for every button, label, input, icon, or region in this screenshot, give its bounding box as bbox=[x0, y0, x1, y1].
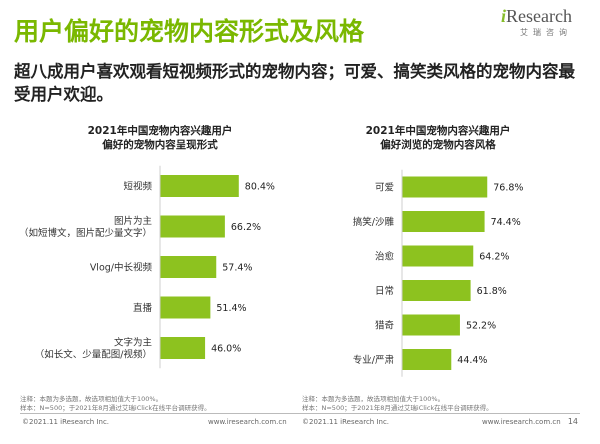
content-style-bar-chart: 76.8% 可爱 74.4% 搞笑/沙雕 64.2% 治愈 61.8% 日常 52.2% 猎奇 44… bbox=[353, 169, 523, 377]
value-label-4: 52.2% bbox=[466, 321, 496, 332]
category-label-5-0: 专业/严肃 bbox=[353, 354, 394, 366]
category-label-4-0: 文字为主 bbox=[114, 337, 152, 349]
category-label-2-0: 治愈 bbox=[375, 251, 395, 263]
footer-copyright-left: ©2021.11 iResearch Inc. bbox=[22, 418, 110, 426]
value-label-3: 51.4% bbox=[216, 303, 246, 314]
left-chart-title-line2: 偏好的宠物内容呈现形式 bbox=[102, 139, 218, 151]
bar-1 bbox=[160, 215, 225, 238]
value-label-4: 46.0% bbox=[211, 344, 241, 355]
bar-3 bbox=[160, 296, 211, 319]
bar-0 bbox=[402, 176, 488, 198]
page-number: 14 bbox=[567, 417, 578, 426]
value-label-0: 76.8% bbox=[493, 183, 523, 194]
value-label-0: 80.4% bbox=[245, 182, 275, 193]
right-chart-title-line1: 2021年中国宠物内容兴趣用户 bbox=[365, 125, 511, 137]
footer: ©2021.11 iResearch Inc. www.iresearch.co… bbox=[0, 413, 600, 444]
category-label-1-1: （如短博文，图片配少量文字） bbox=[19, 227, 152, 239]
value-label-3: 61.8% bbox=[477, 286, 507, 297]
logo-subtext: 艾瑞咨询 bbox=[520, 28, 572, 37]
category-label-0-0: 可爱 bbox=[375, 182, 394, 194]
bar-4 bbox=[402, 314, 460, 336]
note-text: 注释：本题为多选题，故选项相加值大于100%。 bbox=[20, 395, 163, 403]
category-label-4-0: 猎奇 bbox=[375, 320, 395, 332]
right-notes: 注释：本题为多选题，故选项相加值大于100%。 样本：N=500；于2021年8… bbox=[302, 395, 493, 413]
source-text: 样本：N=500；于2021年8月通过艾瑞iClick在线平台调研获得。 bbox=[302, 404, 493, 412]
value-label-5: 44.4% bbox=[457, 355, 487, 366]
note-text: 注释：本题为多选题，故选项相加值大于100%。 bbox=[302, 395, 445, 403]
bar-5 bbox=[402, 349, 452, 370]
page-title: 用户偏好的宠物内容形式及风格 bbox=[14, 17, 365, 46]
iresearch-logo: iResearch 艾瑞咨询 bbox=[501, 6, 572, 38]
footer-copyright-right: ©2021.11 iResearch Inc. bbox=[302, 418, 390, 426]
left-chart-title-line1: 2021年中国宠物内容兴趣用户 bbox=[87, 125, 233, 137]
value-label-2: 57.4% bbox=[222, 263, 252, 274]
value-label-1: 74.4% bbox=[491, 217, 521, 228]
category-label-3-0: 日常 bbox=[375, 285, 394, 297]
page-subtitle: 超八成用户喜欢观看短视频形式的宠物内容；可爱、搞笑类风格的宠物内容最受用户欢迎。 bbox=[14, 62, 575, 104]
category-label-3-0: 直播 bbox=[133, 302, 153, 314]
right-chart-title: 2021年中国宠物内容兴趣用户 偏好浏览的宠物内容风格 bbox=[318, 124, 558, 152]
category-label-1-0: 搞笑/沙雕 bbox=[353, 216, 395, 228]
bar-0 bbox=[160, 175, 239, 197]
content-format-bar-chart: 80.4% 短视频 66.2% 图片为主（如短博文，图片配少量文字） 57.4% Vlog… bbox=[19, 165, 275, 369]
footer-url-right: www.iresearch.com.cn bbox=[482, 418, 561, 426]
right-chart-title-line2: 偏好浏览的宠物内容风格 bbox=[380, 139, 496, 151]
bar-3 bbox=[402, 280, 471, 301]
footer-divider bbox=[20, 413, 580, 414]
category-label-2-0: Vlog/中长视频 bbox=[90, 262, 153, 274]
bar-2 bbox=[402, 245, 474, 267]
category-label-1-0: 图片为主 bbox=[114, 215, 152, 227]
logo-wordmark: iResearch bbox=[501, 6, 572, 26]
category-label-4-1: （如长文、少量配图/视频） bbox=[35, 349, 152, 361]
bar-4 bbox=[160, 337, 206, 359]
source-text: 样本：N=500；于2021年8月通过艾瑞iClick在线平台调研获得。 bbox=[20, 404, 211, 412]
footer-url-left: www.iresearch.com.cn bbox=[208, 418, 287, 426]
left-chart-title: 2021年中国宠物内容兴趣用户 偏好的宠物内容呈现形式 bbox=[40, 124, 280, 152]
bar-1 bbox=[402, 211, 485, 232]
left-notes: 注释：本题为多选题，故选项相加值大于100%。 样本：N=500；于2021年8… bbox=[20, 395, 211, 413]
value-label-1: 66.2% bbox=[231, 222, 261, 233]
value-label-2: 64.2% bbox=[479, 252, 509, 263]
category-label-0-0: 短视频 bbox=[123, 181, 152, 193]
bar-2 bbox=[160, 256, 217, 278]
